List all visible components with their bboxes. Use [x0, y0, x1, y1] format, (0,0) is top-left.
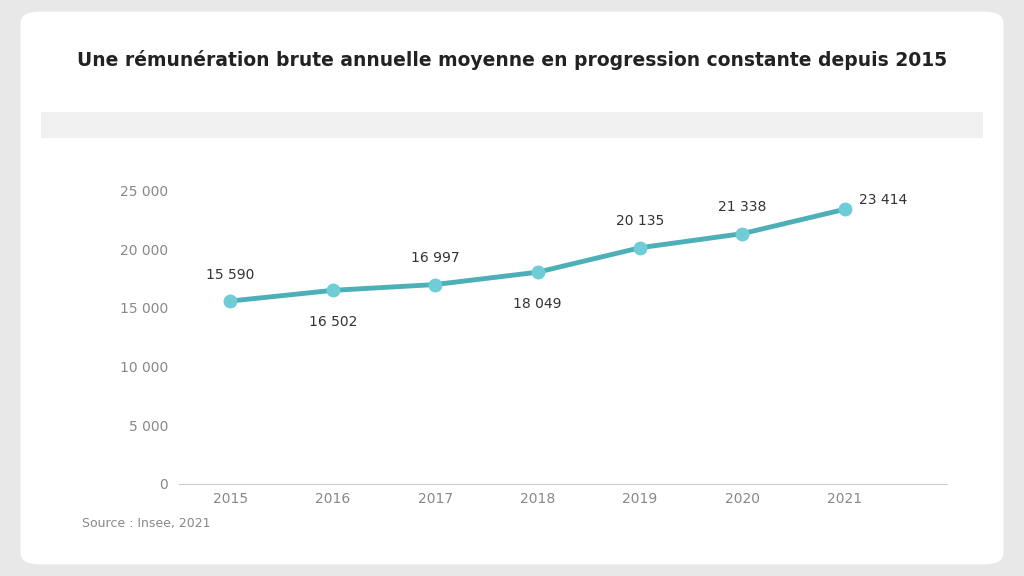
Text: Une rémunération brute annuelle moyenne en progression constante depuis 2015: Une rémunération brute annuelle moyenne …: [77, 51, 947, 70]
Text: 21 338: 21 338: [718, 200, 767, 214]
Text: 16 502: 16 502: [308, 315, 357, 329]
Text: 15 590: 15 590: [206, 268, 255, 282]
Text: 18 049: 18 049: [513, 297, 562, 311]
FancyBboxPatch shape: [20, 12, 1004, 564]
Bar: [41, 112, 983, 138]
Text: 23 414: 23 414: [859, 192, 907, 207]
Text: 20 135: 20 135: [615, 214, 665, 228]
Text: 16 997: 16 997: [411, 251, 460, 265]
Text: Source : Insee, 2021: Source : Insee, 2021: [82, 517, 210, 530]
